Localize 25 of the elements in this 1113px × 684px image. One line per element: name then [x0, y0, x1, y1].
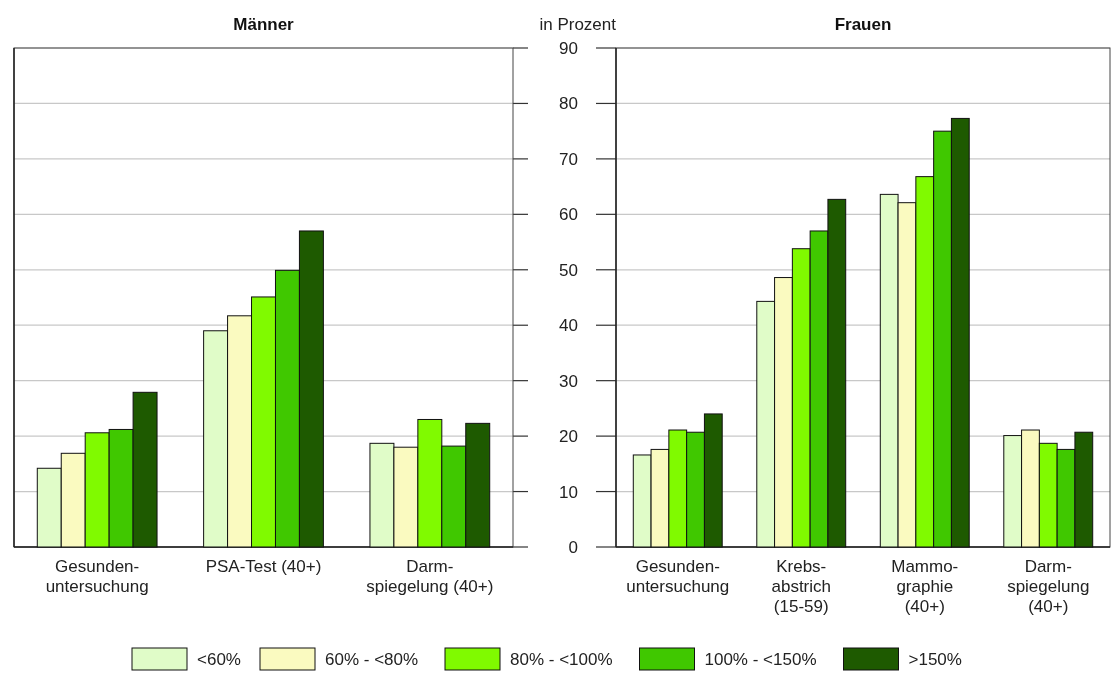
y-tick-label: 70	[559, 149, 578, 169]
legend-label: 100% - <150%	[704, 650, 817, 669]
y-tick-label: 80	[559, 94, 578, 114]
chart-title: Frauen	[834, 15, 892, 34]
chart-title: Männer	[233, 15, 295, 34]
y-tick-label: 10	[559, 482, 578, 502]
x-tick-label: Darm- spiegelung (40+)	[366, 557, 494, 596]
x-tick-label: Krebs- abstrich (15-59)	[771, 557, 832, 616]
y-tick-label: 50	[559, 260, 578, 280]
legend-label: 80% - <100%	[510, 650, 613, 669]
y-tick-label: 30	[559, 371, 578, 391]
y-axis-title: in Prozent	[539, 15, 617, 34]
y-tick-label: 40	[559, 316, 578, 336]
legend-label: <60%	[197, 650, 241, 669]
x-tick-label: Gesunden- untersuchung	[626, 557, 730, 596]
legend-label: >150%	[908, 650, 962, 669]
y-tick-label: 60	[559, 205, 578, 225]
y-tick-label: 0	[568, 538, 578, 557]
x-tick-label: Gesunden- untersuchung	[45, 557, 149, 596]
y-tick-label: 90	[559, 39, 578, 58]
legend-label: 60% - <80%	[325, 650, 419, 669]
y-tick-label: 20	[559, 427, 578, 447]
x-tick-label: PSA-Test (40+)	[205, 557, 322, 576]
x-tick-label: Mammo- graphie (40+)	[891, 557, 959, 616]
x-tick-label: Darm- spiegelung (40+)	[1007, 557, 1090, 616]
